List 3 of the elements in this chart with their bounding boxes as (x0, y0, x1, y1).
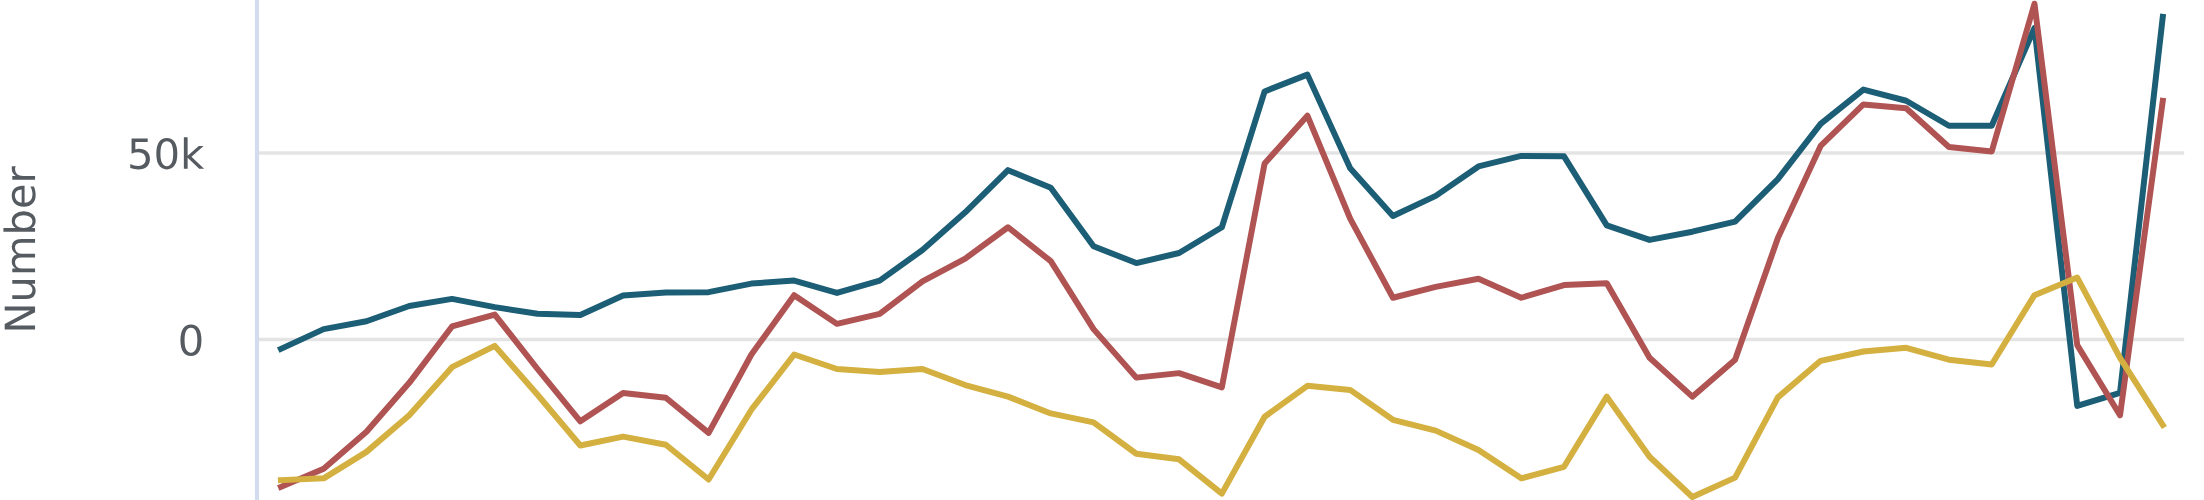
y-tick-label: 50k (130, 137, 205, 170)
y-tick-label: 0 (180, 324, 202, 356)
y-axis-title: Number (3, 166, 36, 330)
